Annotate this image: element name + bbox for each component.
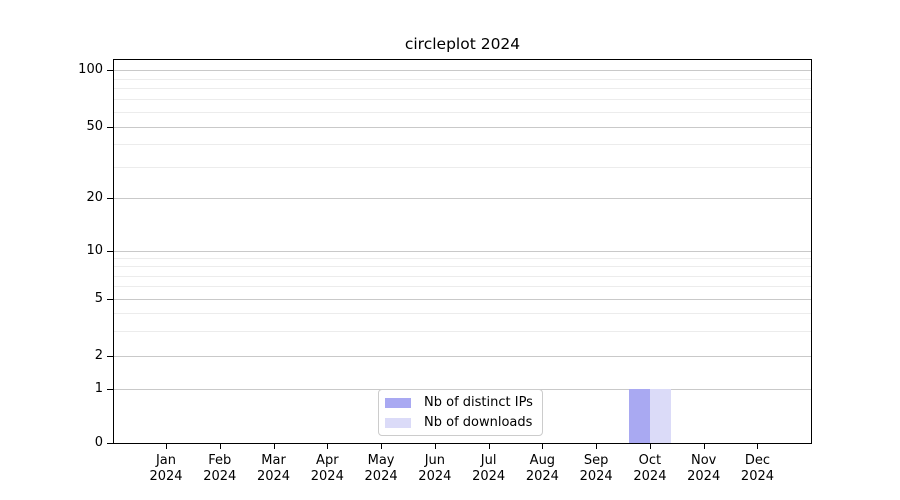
- x-axis-tick: [327, 444, 329, 449]
- y-axis-tick-label: 1: [94, 381, 103, 396]
- x-axis-tick-label: Nov 2024: [687, 453, 721, 484]
- x-axis-tick: [649, 444, 651, 449]
- legend-swatch-downloads: [385, 417, 411, 428]
- y-gridline-major: [114, 356, 811, 357]
- y-gridline-minor: [114, 275, 811, 277]
- bar-nb-of-distinct-ips: [628, 389, 650, 443]
- y-axis-tick: [107, 443, 113, 444]
- legend-entry-distinct-ips: Nb of distinct IPs: [385, 394, 533, 411]
- bar-nb-of-downloads: [649, 389, 672, 443]
- y-axis-tick: [107, 70, 113, 71]
- chart-title: circleplot 2024: [404, 35, 521, 53]
- y-gridline-minor: [114, 78, 811, 80]
- x-axis-tick-label: Sep 2024: [579, 453, 613, 484]
- x-axis-tick-label: Jul 2024: [472, 453, 506, 484]
- y-gridline-major: [114, 198, 811, 199]
- x-axis-tick-label: Aug 2024: [525, 453, 559, 484]
- x-axis-tick: [219, 444, 221, 449]
- x-axis-tick: [166, 444, 167, 449]
- y-gridline-minor: [114, 258, 811, 260]
- y-gridline-minor: [114, 112, 811, 113]
- y-gridline-major: [114, 70, 811, 71]
- y-gridline-minor: [114, 144, 811, 146]
- y-axis-tick-label: 10: [86, 242, 103, 258]
- y-gridline-minor: [114, 330, 811, 332]
- legend-entry-downloads: Nb of downloads: [385, 414, 533, 431]
- y-axis-tick-label: 20: [86, 190, 103, 205]
- legend-label-distinct-ips: Nb of distinct IPs: [424, 395, 533, 410]
- x-axis-tick-label: Jan 2024: [149, 453, 183, 484]
- y-gridline-minor: [114, 88, 811, 90]
- y-axis-tick: [107, 250, 113, 252]
- y-axis-tick: [107, 389, 113, 390]
- y-gridline-minor: [114, 312, 811, 314]
- x-axis-tick: [596, 444, 598, 449]
- x-axis-tick: [434, 444, 436, 449]
- y-gridline-minor: [114, 266, 811, 268]
- y-gridline-minor: [114, 99, 811, 101]
- x-axis-tick: [757, 444, 759, 449]
- x-axis-tick: [381, 444, 383, 449]
- y-axis-tick-label: 50: [86, 119, 103, 134]
- y-axis-tick: [107, 198, 113, 199]
- y-gridline-minor: [114, 166, 811, 168]
- y-axis-tick-label: 2: [94, 348, 103, 363]
- y-axis-tick-label: 0: [94, 435, 103, 450]
- x-axis-tick: [273, 444, 275, 449]
- y-gridline-minor: [114, 286, 811, 288]
- legend: Nb of distinct IPs Nb of downloads: [378, 389, 543, 436]
- x-axis-tick: [542, 444, 544, 449]
- x-axis-tick-label: Feb 2024: [203, 453, 237, 484]
- x-axis-tick-label: Jun 2024: [418, 453, 452, 484]
- y-axis-tick: [107, 127, 113, 128]
- y-gridline-major: [114, 127, 811, 128]
- x-axis-tick-label: Mar 2024: [256, 453, 291, 484]
- y-axis-tick: [107, 299, 113, 300]
- y-gridline-major: [114, 250, 811, 252]
- y-axis-tick-label: 100: [78, 62, 103, 77]
- y-gridline-major: [114, 299, 811, 300]
- x-axis-tick-label: Dec 2024: [740, 453, 775, 484]
- x-axis-tick: [488, 444, 490, 449]
- y-axis-tick-label: 5: [94, 291, 103, 306]
- x-axis-tick-label: Apr 2024: [310, 453, 344, 484]
- legend-swatch-distinct-ips: [385, 397, 411, 408]
- x-axis-tick-label: May 2024: [364, 453, 398, 484]
- x-axis-tick: [703, 444, 705, 449]
- legend-label-downloads: Nb of downloads: [424, 415, 533, 430]
- x-axis-tick-label: Oct 2024: [633, 453, 667, 484]
- y-axis-tick: [107, 356, 113, 357]
